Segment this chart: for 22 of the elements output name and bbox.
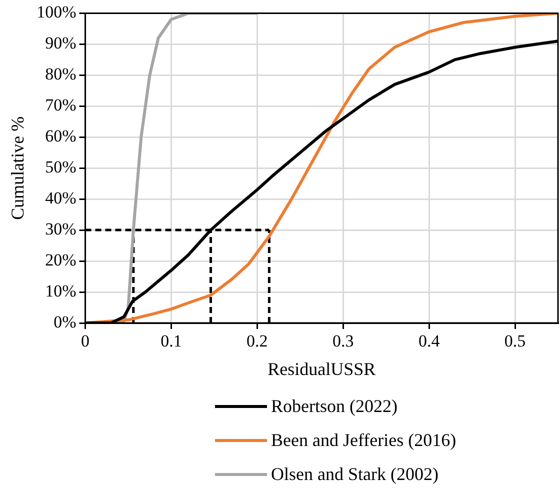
y-tick-label: 50% xyxy=(45,158,76,177)
x-tick-label: 0.2 xyxy=(246,332,268,351)
y-tick-label: 60% xyxy=(45,126,76,146)
x-tick-label: 0.5 xyxy=(504,332,526,351)
y-tick-label: 30% xyxy=(45,220,76,239)
legend-label: Olsen and Stark (2002) xyxy=(271,464,438,484)
y-tick-label: 80% xyxy=(45,64,76,84)
x-tick-label: 0.4 xyxy=(418,332,440,351)
y-tick-label: 0% xyxy=(54,312,76,332)
x-tick-label: 0.1 xyxy=(160,332,182,351)
y-tick-label: 20% xyxy=(45,250,76,270)
x-axis-title: ResidualUSSR xyxy=(268,358,376,379)
y-tick-label: 100% xyxy=(36,2,76,22)
y-tick-label: 10% xyxy=(45,281,76,300)
x-tick-label: 0 xyxy=(81,332,90,351)
legend-label: Been and Jefferies (2016) xyxy=(271,430,456,450)
legend-label: Robertson (2022) xyxy=(271,396,398,416)
y-tick-label: 40% xyxy=(45,188,76,208)
x-tick-label: 0.3 xyxy=(332,332,354,351)
y-tick-label: 90% xyxy=(45,34,76,53)
y-tick-label: 70% xyxy=(45,96,76,115)
y-axis-title: Cumulative % xyxy=(8,116,28,220)
